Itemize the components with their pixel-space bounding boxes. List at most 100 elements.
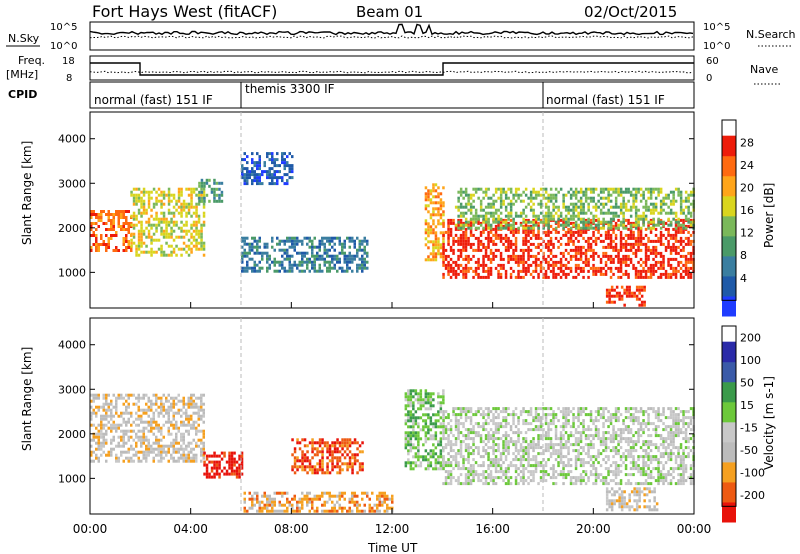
power-cell: [609, 223, 613, 227]
power-cell: [464, 211, 468, 215]
velocity-cell: [409, 467, 413, 471]
power-cell: [135, 196, 138, 200]
velocity-cell: [316, 447, 319, 451]
power-cell: [572, 193, 575, 197]
velocity-cell: [155, 426, 158, 430]
power-cell: [499, 211, 503, 215]
velocity-cell: [331, 456, 334, 460]
velocity-cell: [452, 443, 455, 447]
velocity-cell: [412, 404, 415, 408]
velocity-cell: [537, 416, 540, 420]
power-cell: [442, 263, 445, 267]
power-cell: [258, 266, 261, 270]
power-cell: [577, 251, 580, 255]
velocity-cell: [376, 494, 379, 498]
power-cell: [640, 303, 644, 307]
power-cell: [152, 223, 156, 227]
power-cell: [629, 205, 633, 209]
power-cell: [434, 258, 438, 262]
power-cell: [155, 238, 158, 242]
power-colorbar-swatch: [722, 135, 736, 157]
power-cell: [617, 226, 620, 230]
velocity-cell: [472, 467, 475, 471]
power-cell: [256, 245, 259, 249]
power-cell: [100, 210, 103, 213]
velocity-cell: [386, 509, 389, 513]
power-cell: [135, 250, 138, 254]
velocity-cell: [281, 494, 284, 498]
power-cell: [434, 225, 438, 229]
power-cell: [534, 233, 538, 237]
power-cell: [567, 230, 570, 234]
power-cell: [587, 226, 590, 230]
velocity-cell: [437, 461, 440, 465]
power-cell: [674, 239, 678, 243]
velocity-cell: [414, 434, 418, 438]
power-cell: [125, 228, 128, 231]
power-cell: [467, 260, 470, 264]
velocity-cell: [210, 466, 214, 470]
power-cell: [632, 266, 635, 270]
power-cell: [657, 217, 660, 221]
power-cell: [462, 266, 465, 270]
power-cell: [477, 236, 480, 240]
power-cell: [569, 257, 573, 261]
power-cell: [474, 211, 478, 215]
power-cell: [432, 195, 435, 199]
power-cell: [457, 248, 460, 252]
velocity-cell: [504, 419, 508, 423]
velocity-cell: [529, 470, 533, 474]
power-cell: [617, 275, 620, 279]
power-cell: [434, 201, 438, 205]
velocity-cell: [167, 399, 170, 403]
velocity-cell: [467, 461, 470, 465]
power-cell: [155, 229, 158, 233]
velocity-cell: [137, 429, 140, 433]
velocity-cell: [132, 393, 135, 397]
velocity-cell: [152, 417, 155, 421]
velocity-cell: [464, 458, 468, 462]
power-cell: [489, 205, 493, 209]
power-cell: [366, 254, 369, 258]
power-cell: [462, 221, 465, 225]
power-cell: [509, 187, 513, 191]
power-cell: [584, 248, 588, 252]
velocity-cell: [140, 435, 143, 439]
velocity-cell: [238, 472, 241, 476]
velocity-cell: [296, 456, 299, 460]
power-cell: [313, 254, 316, 258]
power-cell: [542, 257, 545, 261]
power-cell: [537, 202, 540, 206]
velocity-cell: [97, 393, 100, 397]
velocity-cell: [477, 410, 480, 414]
velocity-cell: [112, 420, 115, 424]
power-cell: [564, 248, 568, 252]
power-cell: [522, 248, 525, 252]
velocity-cell: [358, 503, 361, 507]
velocity-cell: [301, 491, 304, 495]
power-cell: [137, 247, 141, 251]
power-cell: [293, 236, 296, 240]
power-cell: [632, 187, 635, 191]
power-cell: [582, 202, 585, 206]
velocity-cell: [343, 506, 346, 510]
velocity-cell: [442, 425, 445, 429]
velocity-cell: [417, 434, 420, 438]
power-cell: [512, 196, 515, 200]
power-cell: [642, 236, 645, 240]
velocity-cell: [472, 476, 475, 480]
velocity-cell: [107, 426, 110, 430]
velocity-cell: [147, 453, 150, 457]
power-cell: [567, 239, 570, 243]
velocity-cell: [291, 506, 294, 510]
velocity-cell: [509, 464, 513, 468]
velocity-cell: [110, 417, 113, 421]
power-cell: [587, 275, 590, 279]
power-cell: [547, 220, 550, 224]
power-cell: [652, 266, 655, 270]
power-cell: [447, 239, 450, 243]
velocity-cell: [90, 453, 93, 457]
velocity-cell: [167, 393, 170, 397]
power-cell: [599, 257, 603, 261]
power-cell: [444, 230, 448, 234]
